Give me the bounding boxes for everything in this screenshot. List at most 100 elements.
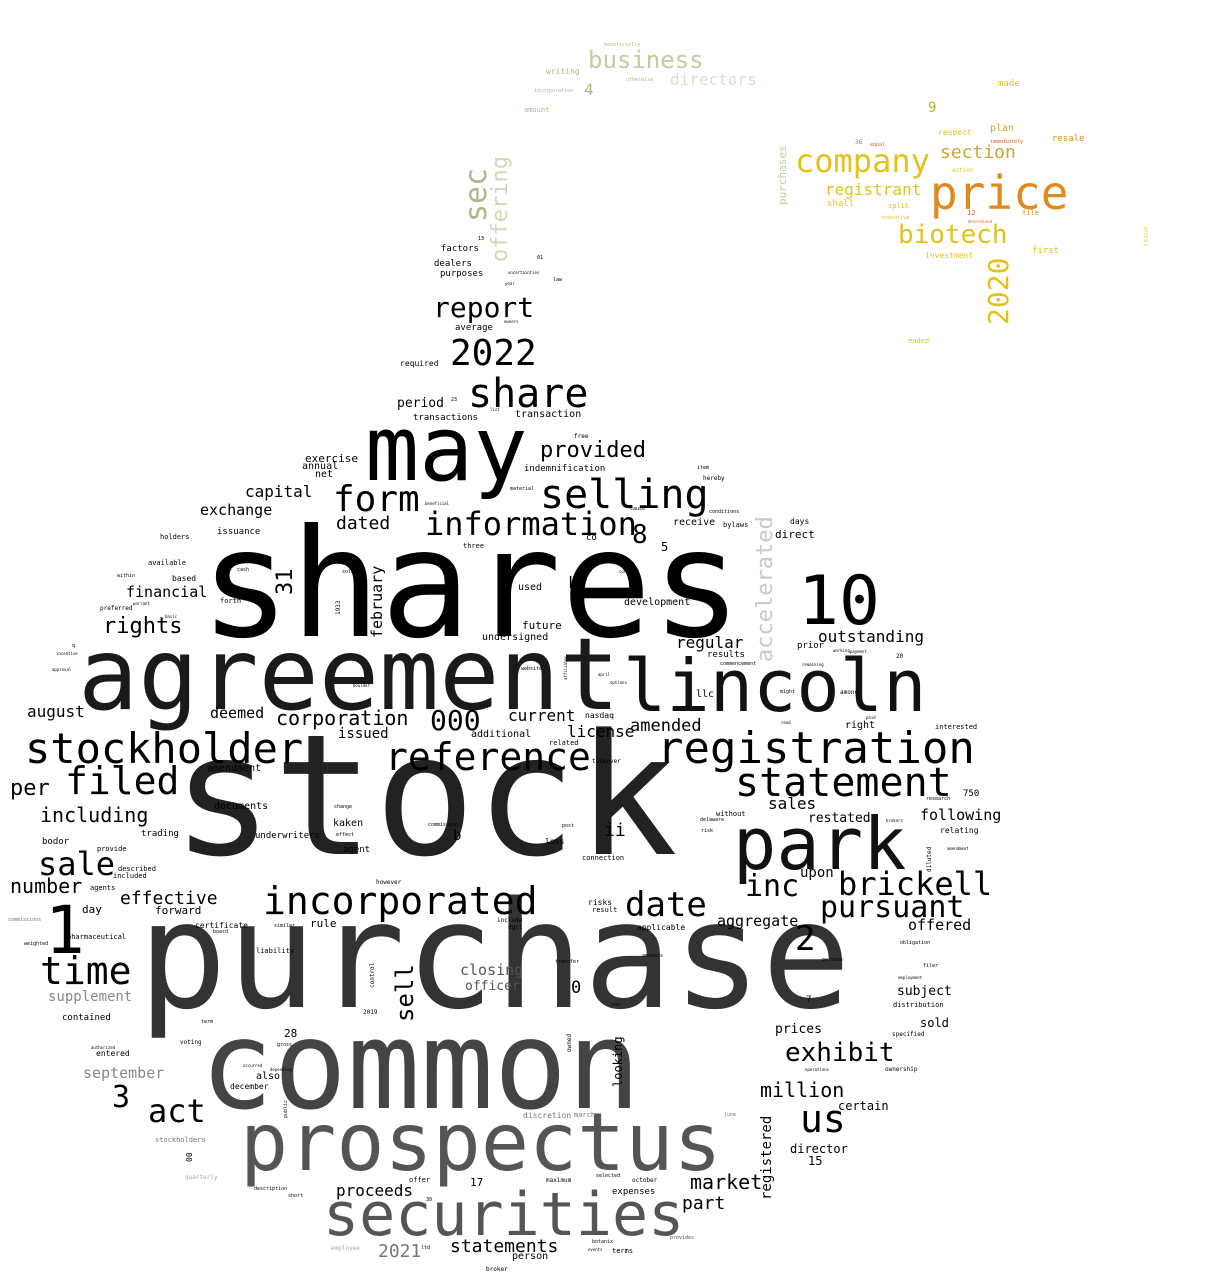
word-free: free <box>574 433 589 440</box>
word-prospectus: prospectus <box>240 1096 722 1189</box>
word-co: co <box>586 533 597 543</box>
word-effective: effective <box>120 888 218 909</box>
word-rule: rule <box>310 917 337 930</box>
word-commencement: commencement <box>720 661 757 667</box>
word-offer: offer <box>409 1176 431 1184</box>
word-otherwise: otherwise <box>626 77 654 83</box>
word-prices: prices <box>775 1022 822 1037</box>
word-payment: payment <box>850 649 867 654</box>
word-affiliates: affiliates <box>563 655 568 680</box>
word-forward: forward <box>155 904 202 917</box>
word-interested: interested <box>935 723 978 731</box>
word-statements: statements <box>450 1236 559 1257</box>
word-00: 00 <box>185 1152 194 1162</box>
word-occurred: occurred <box>243 1063 263 1068</box>
word-transfer: transfer <box>555 959 580 965</box>
word-information: information <box>425 505 637 543</box>
word-paid: paid <box>866 715 876 720</box>
word-sales: sales <box>768 794 817 813</box>
word-12: 12 <box>967 209 976 217</box>
word-however: however <box>376 879 402 886</box>
word-day: day <box>82 903 102 916</box>
word-average: average <box>455 323 493 333</box>
word-direct: direct <box>775 528 815 541</box>
word-certain: certain <box>838 1099 889 1113</box>
word-holders: holders <box>160 533 190 541</box>
word-director: director <box>790 1142 848 1156</box>
word-agent: agent <box>343 845 371 855</box>
word-trading: trading <box>141 829 179 839</box>
word-short: short <box>288 1193 304 1199</box>
word-sell: sell <box>391 964 419 1022</box>
word-purchases: purchases <box>776 145 789 205</box>
word-01: 01 <box>537 255 544 261</box>
word-events: events <box>588 1247 603 1252</box>
word-bodor: bodor <box>42 837 70 847</box>
word-item: item <box>697 465 710 471</box>
word-time: time <box>40 949 132 993</box>
word-might: might <box>780 689 796 695</box>
word-4: 4 <box>584 80 594 99</box>
word-pursuant: pursuant <box>820 890 965 925</box>
word-dated: dated <box>336 513 391 534</box>
word-issuance: issuance <box>217 527 261 537</box>
word-equal: equal <box>870 142 886 148</box>
word-nasdaq: nasdaq <box>585 711 614 720</box>
word-biotech: biotech <box>898 220 1008 250</box>
word-31: 31 <box>273 568 298 596</box>
word-indemnification: indemnification <box>524 464 606 474</box>
word-quarterly: quarterly <box>185 1174 218 1181</box>
word-working: working <box>833 648 850 653</box>
word-capital: capital <box>245 482 313 501</box>
word-development: development <box>624 597 691 608</box>
word-purposes: purposes <box>440 269 484 279</box>
word-kaken: kaken <box>333 818 364 829</box>
word-used: used <box>518 582 543 593</box>
word-securities: securities <box>323 1180 685 1250</box>
word-gross: gross <box>277 1042 293 1048</box>
word-park: park <box>733 802 907 886</box>
word-distribution: distribution <box>893 1001 944 1009</box>
word-march: march <box>574 1111 596 1119</box>
word-maximum: maximum <box>546 1177 572 1184</box>
word-sole: sole <box>342 569 355 575</box>
word-applicable: applicable <box>637 923 686 932</box>
word-contains: contains <box>619 569 639 574</box>
word-regular: regular <box>676 633 744 652</box>
word-hereby: hereby <box>703 475 725 482</box>
word-change: change <box>334 804 353 810</box>
word-dgcl: dgcl <box>508 924 523 931</box>
word-june: june <box>724 1112 737 1118</box>
word-2021: 2021 <box>378 1241 422 1262</box>
word-basic: basic <box>165 614 178 619</box>
word-form: form <box>333 479 420 520</box>
word-17: 17 <box>470 1176 484 1189</box>
word-section: section <box>940 142 1016 163</box>
word-takeover: takeover <box>592 758 621 765</box>
word-contained: contained <box>62 1013 111 1023</box>
word-beneficially: beneficially <box>604 42 641 48</box>
word-deemed: deemed <box>210 704 265 722</box>
word-million: million <box>760 1078 845 1102</box>
word-issued: issued <box>338 726 389 742</box>
word-shares: shares <box>200 498 742 672</box>
word-share: share <box>468 371 589 417</box>
word-purchase: purchase <box>138 870 851 1042</box>
word-october: october <box>632 1177 658 1184</box>
word-diluted: diluted <box>926 846 933 872</box>
word-part: part <box>682 1193 726 1214</box>
word-annual: annual <box>302 461 339 472</box>
word-ii: ii <box>604 820 626 841</box>
word-2022: 2022 <box>450 333 537 374</box>
word-made: made <box>998 79 1020 89</box>
word-without: without <box>716 810 746 818</box>
word-year: year <box>505 281 515 286</box>
word-registrant: registrant <box>825 180 922 199</box>
word-right: right <box>845 720 876 731</box>
word-commission: commission <box>428 822 459 828</box>
word-employee: employee <box>331 1245 360 1252</box>
word-employment: employment <box>898 975 923 980</box>
word-owners: owners <box>504 319 519 324</box>
word-resale: resale <box>1052 134 1085 144</box>
word-23: 23 <box>451 397 458 403</box>
